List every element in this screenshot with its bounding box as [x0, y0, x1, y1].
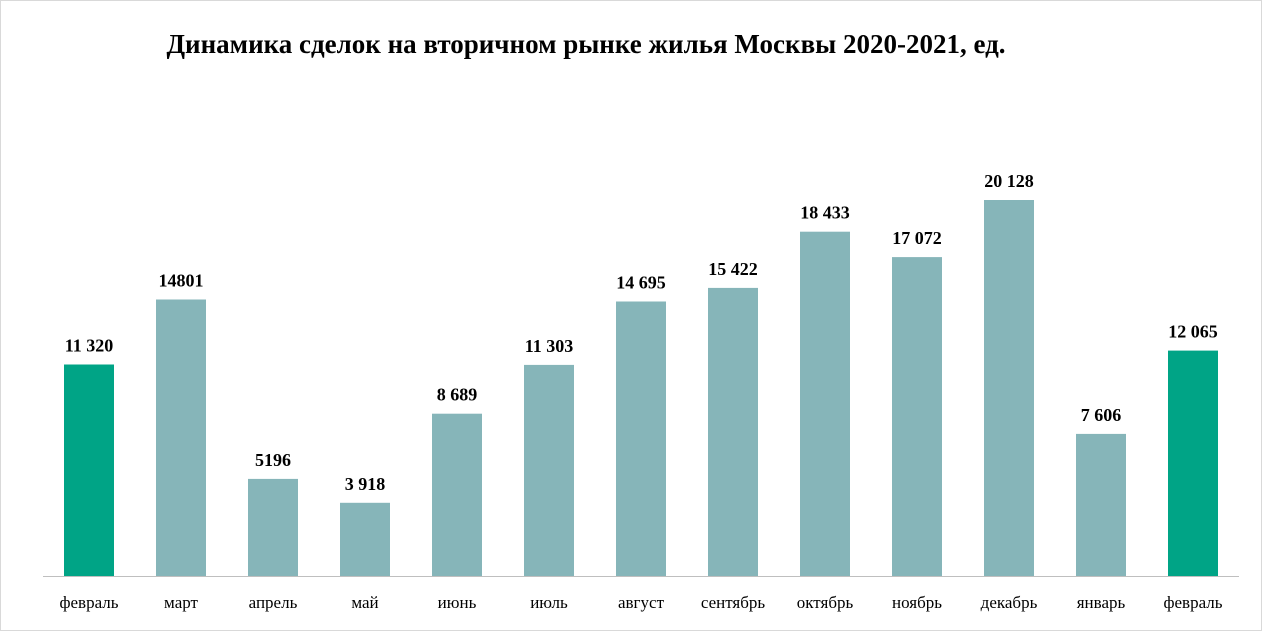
category-label-10: декабрь [981, 593, 1038, 612]
bar-2 [248, 478, 298, 576]
category-label-8: октябрь [797, 593, 854, 612]
data-label-5: 11 303 [525, 336, 574, 356]
bar-10 [984, 200, 1034, 576]
data-label-12: 12 065 [1168, 322, 1218, 342]
bar-9 [892, 257, 942, 576]
data-label-9: 17 072 [892, 228, 942, 248]
data-label-3: 3 918 [345, 474, 386, 494]
data-label-11: 7 606 [1081, 405, 1122, 425]
category-label-4: июнь [438, 593, 477, 612]
bar-6 [616, 301, 666, 576]
bars-group [64, 200, 1218, 576]
data-label-6: 14 695 [616, 273, 666, 293]
data-label-7: 15 422 [708, 259, 758, 279]
data-label-4: 8 689 [437, 385, 478, 405]
category-label-5: июль [530, 593, 568, 612]
data-label-8: 18 433 [800, 203, 850, 223]
category-label-3: май [351, 593, 378, 612]
category-label-9: ноябрь [892, 593, 942, 612]
category-label-7: сентябрь [701, 593, 766, 612]
bar-12 [1168, 350, 1218, 576]
category-label-2: апрель [249, 593, 298, 612]
category-label-1: март [164, 593, 198, 612]
bar-7 [708, 287, 758, 576]
bar-8 [800, 231, 850, 576]
bar-1 [156, 299, 206, 576]
chart-title: Динамика сделок на вторичном рынке жилья… [166, 29, 1006, 59]
category-label-12: февраль [1163, 593, 1222, 612]
category-label-11: январь [1077, 593, 1126, 612]
category-labels-group: февраль март апрель май июнь июль август сентяб… [59, 593, 1222, 612]
bar-11 [1076, 433, 1126, 576]
data-label-1: 14801 [159, 271, 204, 291]
category-label-0: февраль [59, 593, 118, 612]
category-label-6: август [618, 593, 665, 612]
bar-4 [432, 413, 482, 576]
bar-0 [64, 364, 114, 576]
data-labels-group: 11 320 14801 5196 3 918 8 689 11 303 14 695 15 … [65, 171, 1218, 494]
data-label-0: 11 320 [65, 336, 114, 356]
data-label-10: 20 128 [984, 171, 1034, 191]
bar-3 [340, 502, 390, 576]
bar-5 [524, 364, 574, 576]
data-label-2: 5196 [255, 450, 291, 470]
